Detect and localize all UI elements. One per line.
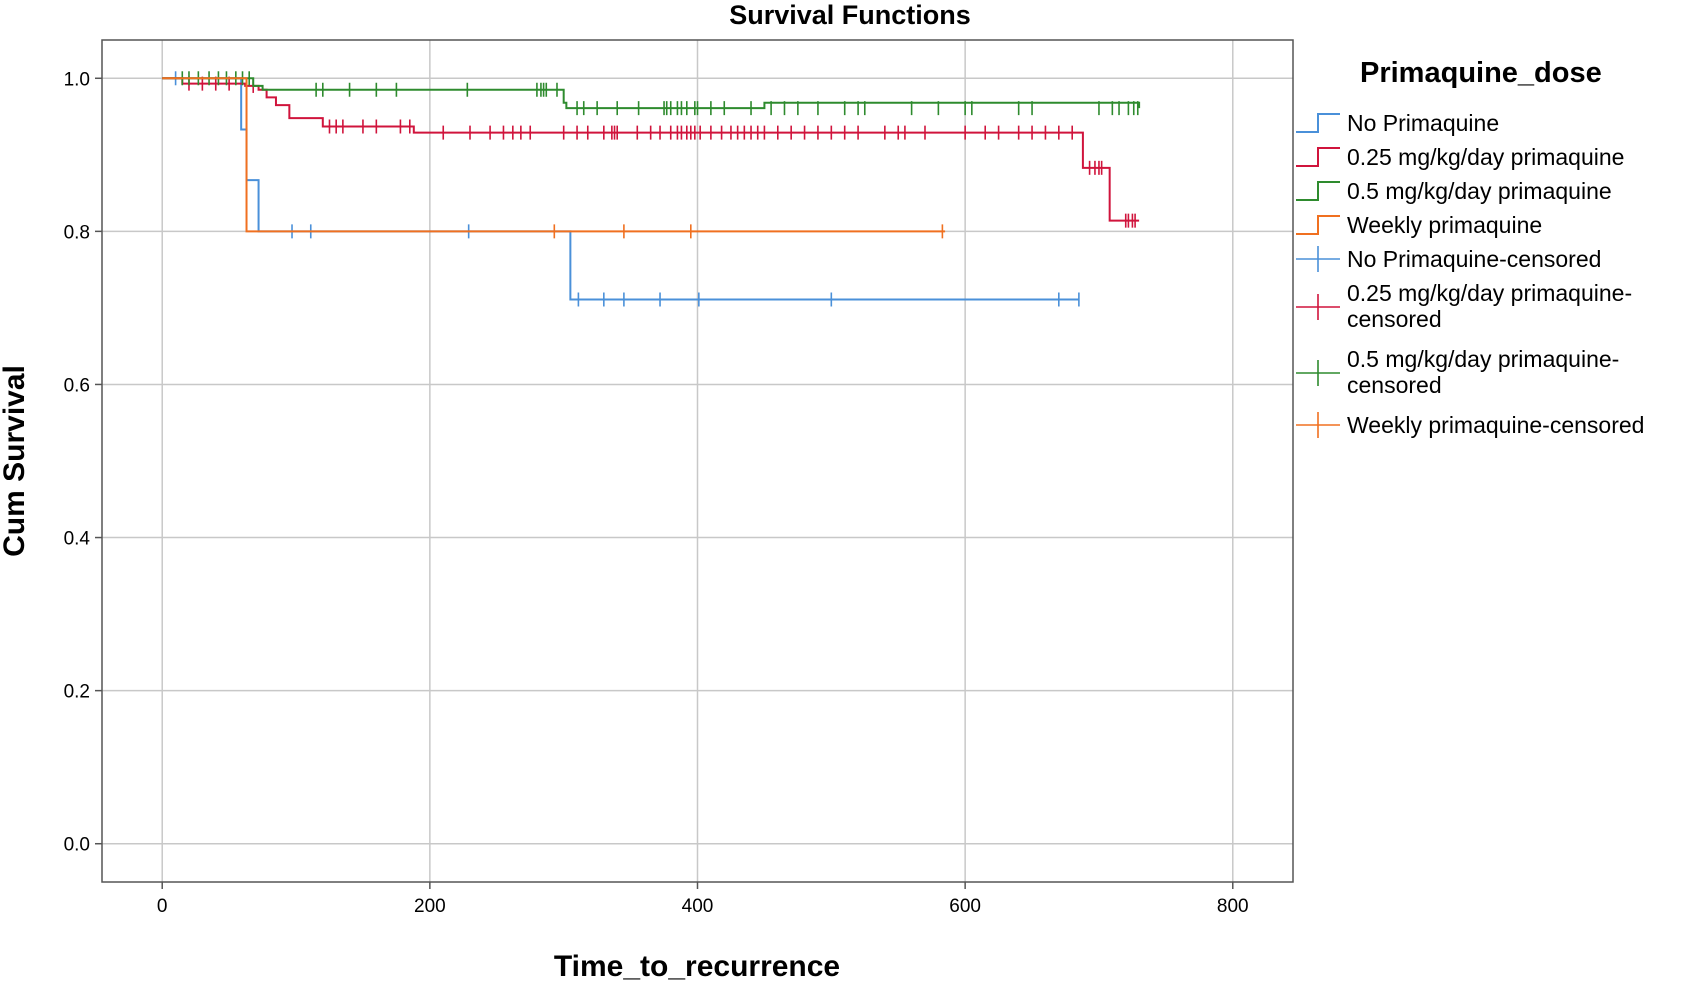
x-axis-label: Time_to_recurrence xyxy=(554,950,840,983)
series-0-25-mg-kg-day-primaquine xyxy=(162,76,1140,228)
legend-entry-weekly-primaquine-censored: Weekly primaquine-censored xyxy=(1296,412,1644,438)
x-tick-label: 200 xyxy=(414,896,446,917)
survival-step-line xyxy=(162,77,1141,110)
legend-entry-no-primaquine-censored: No Primaquine-censored xyxy=(1296,246,1601,272)
legend-entry-0-5-mg-kg-day-primaquine-censored: 0.5 mg/kg/day primaquine-censored xyxy=(1296,346,1619,398)
legend-label-continued: censored xyxy=(1347,306,1442,332)
x-tick-label: 800 xyxy=(1217,896,1249,917)
survival-step-line xyxy=(162,77,1140,222)
series-0-5-mg-kg-day-primaquine xyxy=(162,71,1141,116)
legend-label: 0.25 mg/kg/day primaquine xyxy=(1347,144,1624,170)
legend-step-symbol xyxy=(1296,113,1340,133)
legend-entry-0-5-mg-kg-day-primaquine: 0.5 mg/kg/day primaquine xyxy=(1296,178,1612,204)
y-tick-label: 0.8 xyxy=(64,222,90,243)
y-tick-label: 0.6 xyxy=(64,375,90,396)
x-tick-label: 400 xyxy=(682,896,714,917)
legend: Primaquine_dose No Primaquine 0.25 mg/kg/… xyxy=(1296,57,1644,438)
y-tick-label: 0.4 xyxy=(64,529,91,550)
y-tick-label: 1.0 xyxy=(64,69,90,90)
series-layer xyxy=(162,71,1141,307)
legend-label: 0.25 mg/kg/day primaquine- xyxy=(1347,280,1632,306)
legend-label: 0.5 mg/kg/day primaquine- xyxy=(1347,346,1619,372)
x-tick-label: 0 xyxy=(157,896,168,917)
legend-step-symbol xyxy=(1296,181,1340,201)
legend-step-symbol xyxy=(1296,215,1340,235)
legend-entry-0-25-mg-kg-day-primaquine: 0.25 mg/kg/day primaquine xyxy=(1296,144,1624,170)
y-tick-label: 0.2 xyxy=(64,682,90,703)
grid xyxy=(102,40,1293,882)
survival-step-line xyxy=(162,77,1079,301)
y-tick-label: 0.0 xyxy=(64,835,90,856)
legend-label-continued: censored xyxy=(1347,372,1442,398)
legend-label: No Primaquine-censored xyxy=(1347,246,1601,272)
legend-title: Primaquine_dose xyxy=(1360,57,1602,89)
chart-title: Survival Functions xyxy=(729,0,971,30)
series-weekly-primaquine xyxy=(162,77,946,239)
legend-label: Weekly primaquine xyxy=(1347,212,1542,238)
legend-entry-weekly-primaquine: Weekly primaquine xyxy=(1296,212,1542,238)
x-tick-label: 600 xyxy=(949,896,981,917)
legend-label: Weekly primaquine-censored xyxy=(1347,412,1644,438)
y-axis-ticks: 0.0 0.2 0.4 0.6 0.8 1.0 xyxy=(64,69,102,856)
legend-label: No Primaquine xyxy=(1347,110,1499,136)
legend-step-symbol xyxy=(1296,147,1340,167)
survival-step-line xyxy=(162,77,946,233)
series-no-primaquine xyxy=(162,71,1080,307)
legend-label: 0.5 mg/kg/day primaquine xyxy=(1347,178,1612,204)
legend-entry-no-primaquine: No Primaquine xyxy=(1296,110,1499,136)
x-axis-ticks: 0 200 400 600 800 xyxy=(157,882,1249,917)
y-axis-label: Cum Survival xyxy=(0,365,31,557)
legend-entry-0-25-mg-kg-day-primaquine-censored: 0.25 mg/kg/day primaquine-censored xyxy=(1296,280,1632,332)
